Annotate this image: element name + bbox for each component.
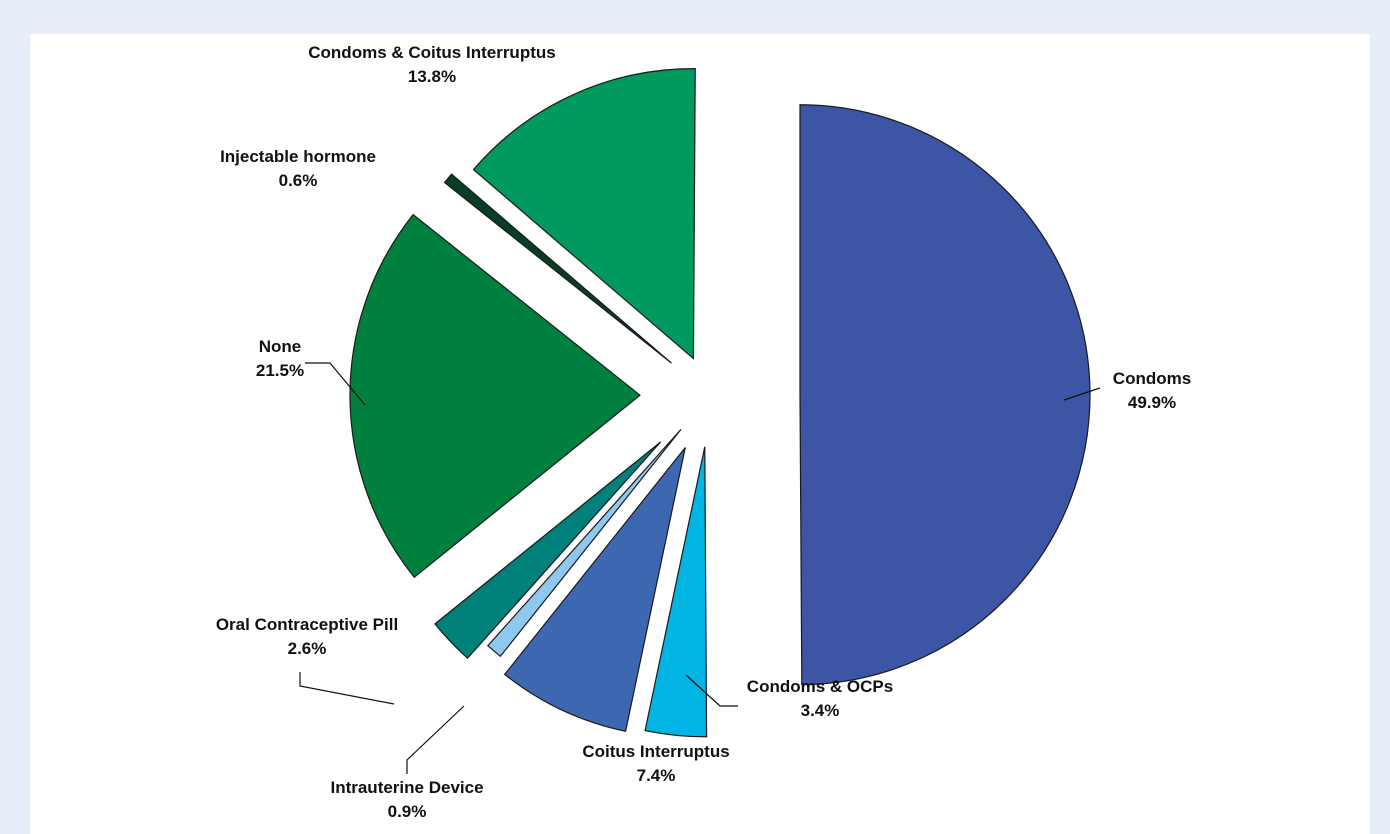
leader-lines xyxy=(299,362,1101,774)
leader-condoms-and-ocps xyxy=(685,674,738,707)
slice-intrauterine-device xyxy=(486,429,682,658)
label-coitus-interruptus: Coitus Interruptus xyxy=(582,742,729,761)
value-coitus-interruptus: 7.4% xyxy=(637,766,676,785)
value-none: 21.5% xyxy=(256,361,304,380)
slice-condoms xyxy=(799,104,1091,686)
label-intrauterine-device: Intrauterine Device xyxy=(330,778,483,797)
value-condoms-and-coitus-interruptus: 13.8% xyxy=(408,67,456,86)
value-intrauterine-device: 0.9% xyxy=(388,802,427,821)
slice-injectable-hormone xyxy=(443,173,672,364)
label-condoms: Condoms xyxy=(1113,369,1191,388)
leader-none xyxy=(305,362,366,406)
leader-intrauterine-device xyxy=(406,705,465,774)
slice-oral-contraceptive-pill xyxy=(434,441,662,660)
slice-none xyxy=(349,213,641,579)
value-condoms: 49.9% xyxy=(1128,393,1176,412)
pie-chart: Condoms 49.9% Condoms & OCPs 3.4% Coitus Int… xyxy=(216,43,1191,821)
slice-coitus-interruptus xyxy=(503,447,686,732)
slice-labels: Condoms 49.9% Condoms & OCPs 3.4% Coitus Int… xyxy=(216,43,1191,821)
label-condoms-and-coitus-interruptus: Condoms & Coitus Interruptus xyxy=(308,43,555,62)
leader-condoms xyxy=(1063,387,1101,401)
value-oral-contraceptive-pill: 2.6% xyxy=(288,639,327,658)
label-none: None xyxy=(259,337,302,356)
label-condoms-and-ocps: Condoms & OCPs xyxy=(747,677,893,696)
label-injectable-hormone: Injectable hormone xyxy=(220,147,376,166)
leader-oral-contraceptive-pill xyxy=(299,672,395,705)
value-condoms-and-ocps: 3.4% xyxy=(801,701,840,720)
value-injectable-hormone: 0.6% xyxy=(279,171,318,190)
label-oral-contraceptive-pill: Oral Contraceptive Pill xyxy=(216,615,398,634)
slice-condoms-and-ocps xyxy=(644,446,708,738)
pie-slices xyxy=(349,68,1091,738)
slice-condoms-and-coitus-interruptus xyxy=(472,68,696,360)
chart-panel: Condoms 49.9% Condoms & OCPs 3.4% Coitus Int… xyxy=(30,34,1370,834)
